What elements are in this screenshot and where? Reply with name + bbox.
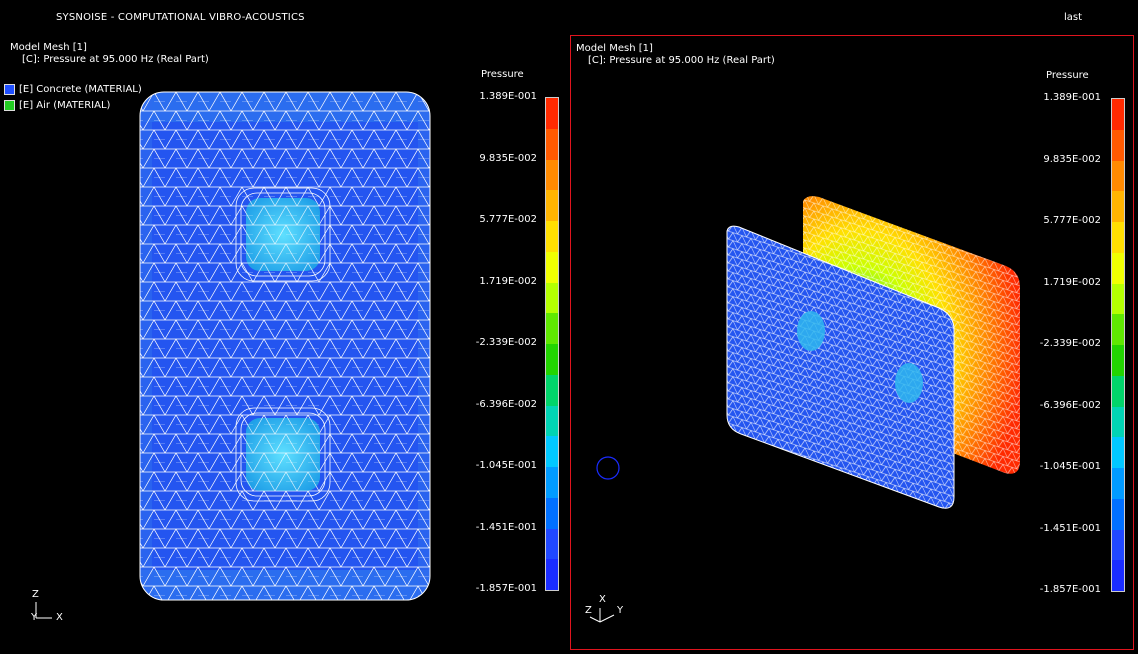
concrete-wall-iso-mesh <box>726 225 955 509</box>
colorbar-tick-label: 9.835E-002 <box>1043 153 1101 165</box>
opening-upper-iso <box>797 311 825 351</box>
concrete-swatch <box>4 84 15 95</box>
opening-lower-iso <box>895 363 923 403</box>
air-swatch <box>4 100 15 111</box>
colorbar-segment <box>546 98 558 129</box>
colorbar-tick-label: 5.777E-002 <box>479 214 537 225</box>
axis-label-left: Z <box>585 605 592 616</box>
colorbar-title: Pressure <box>1046 70 1089 81</box>
colorbar-segment <box>1112 129 1124 161</box>
colorbar-segment <box>1112 406 1124 438</box>
result-label: [C]: Pressure at 95.000 Hz (Real Part) <box>588 55 775 66</box>
origin-marker <box>596 456 620 480</box>
axis-label-left: Y <box>31 612 38 623</box>
legend-label: [E] Air (MATERIAL) <box>19 100 111 111</box>
colorbar-segment <box>546 128 558 160</box>
colorbar-tick-label: 1.389E-001 <box>479 91 537 102</box>
legend-item-concrete: [E] Concrete (MATERIAL) <box>4 83 142 96</box>
colorbar-tick-label: -1.857E-001 <box>475 583 537 594</box>
viewport-right[interactable]: Model Mesh [1] [C]: Pressure at 95.000 H… <box>570 35 1134 650</box>
colorbar-segment <box>546 190 558 221</box>
colorbar-segment <box>546 497 558 529</box>
colorbar-segment <box>546 436 558 467</box>
colorbar-segment <box>546 282 558 314</box>
viewport-left[interactable]: Model Mesh [1] [C]: Pressure at 95.000 H… <box>0 35 567 654</box>
colorbar-tick-label: -1.045E-001 <box>475 460 537 471</box>
mesh-title: Model Mesh [1] <box>10 42 87 53</box>
colorbar-segment <box>546 405 558 437</box>
colorbar-segment <box>546 374 558 406</box>
colorbar-segment <box>546 159 558 191</box>
colorbar-tick-label: -1.451E-001 <box>1039 522 1101 534</box>
mesh-plot-front-view <box>35 91 431 619</box>
colorbar-tick-label: 9.835E-002 <box>479 152 537 164</box>
legend-label: [E] Concrete (MATERIAL) <box>19 84 142 95</box>
axis-triad-left <box>35 602 52 619</box>
colorbar-segment <box>546 313 558 344</box>
colorbar-segment <box>1112 529 1124 561</box>
opening-upper <box>235 187 331 282</box>
axis-label-right: X <box>56 612 63 623</box>
colorbar-segment <box>1112 191 1124 222</box>
status-label: last <box>1064 12 1083 23</box>
colorbar-tick-label: 1.719E-002 <box>1043 276 1101 288</box>
colorbar-tick-label: 5.777E-002 <box>1043 215 1101 226</box>
axis-label-up: X <box>599 594 606 605</box>
colorbar-tick-label: -6.396E-002 <box>475 398 537 410</box>
colorbar-segment <box>546 528 558 560</box>
colorbar-tick-label: -2.339E-002 <box>475 337 537 348</box>
opening-lower <box>235 407 331 502</box>
colorbar-tick-label: -1.857E-001 <box>1039 584 1101 595</box>
app-title: SYSNOISE - COMPUTATIONAL VIBRO-ACOUSTICS <box>56 12 305 23</box>
colorbar-tick-label: 1.719E-002 <box>479 275 537 287</box>
colorbar-segment <box>546 221 558 252</box>
colorbar-title: Pressure <box>481 69 524 80</box>
colorbar-segment <box>1112 468 1124 499</box>
colorbar-segment <box>546 251 558 283</box>
colorbar-segment <box>1112 498 1124 530</box>
colorbar-segment <box>1112 560 1124 591</box>
colorbar-segment <box>1112 252 1124 284</box>
colorbar-tick-label: -6.396E-002 <box>1039 399 1101 411</box>
pressure-colorbar <box>1111 98 1125 592</box>
result-label: [C]: Pressure at 95.000 Hz (Real Part) <box>22 54 209 65</box>
colorbar-segment <box>1112 99 1124 130</box>
colorbar-segment <box>546 467 558 498</box>
axis-label-right: Y <box>617 605 624 616</box>
mesh-plot-iso-view <box>589 196 1020 623</box>
colorbar-segment <box>1112 345 1124 376</box>
concrete-wall-mesh <box>140 92 430 600</box>
colorbar-tick-label: -1.451E-001 <box>475 521 537 533</box>
colorbar-segment <box>1112 283 1124 315</box>
mesh-title: Model Mesh [1] <box>576 43 653 54</box>
colorbar-tick-label: -2.339E-002 <box>1039 338 1101 349</box>
colorbar-segment <box>1112 222 1124 253</box>
pressure-colorbar <box>545 97 559 591</box>
colorbar-segment <box>546 344 558 375</box>
axis-triad-right <box>589 608 615 623</box>
legend-item-air: [E] Air (MATERIAL) <box>4 99 110 112</box>
colorbar-segment <box>1112 160 1124 192</box>
colorbar-segment <box>1112 437 1124 468</box>
axis-label-up: Z <box>32 589 39 600</box>
colorbar-segment <box>546 559 558 590</box>
colorbar-tick-label: 1.389E-001 <box>1043 92 1101 103</box>
colorbar-segment <box>1112 375 1124 407</box>
colorbar-tick-label: -1.045E-001 <box>1039 461 1101 472</box>
colorbar-segment <box>1112 314 1124 345</box>
